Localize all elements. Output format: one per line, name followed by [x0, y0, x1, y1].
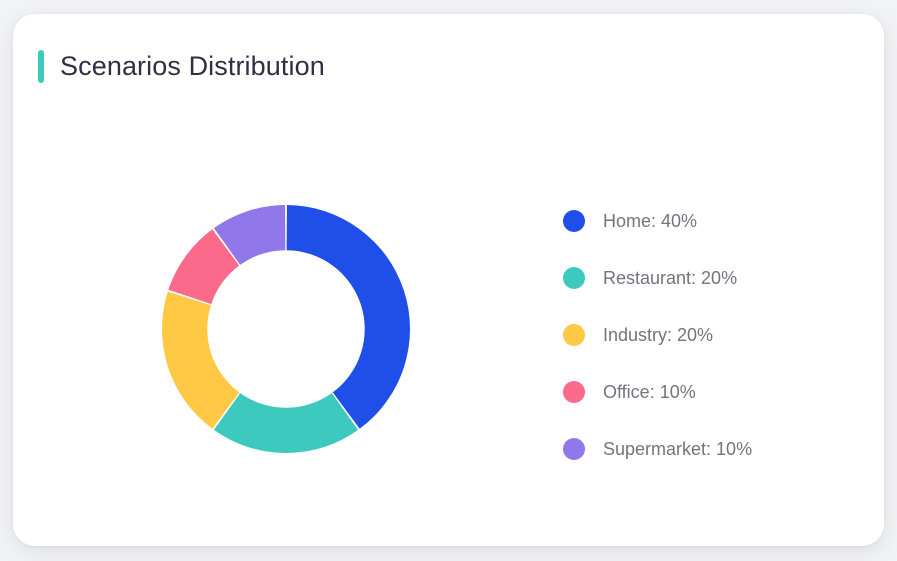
- legend-swatch-icon: [563, 380, 585, 403]
- donut-chart: Home: 40%Restaurant: 20%Industry: 20%Off…: [162, 205, 410, 453]
- donut-slice-group: Home: 40%Restaurant: 20%Industry: 20%Off…: [162, 205, 410, 453]
- page-title: Scenarios Distribution: [60, 51, 325, 81]
- donut-slice-home[interactable]: Home: 40%: [286, 205, 410, 429]
- legend-item-label: Restaurant: 20%: [603, 267, 738, 288]
- title-accent-bar: [38, 50, 44, 83]
- legend-item-office[interactable]: Office: 10%: [563, 363, 752, 420]
- legend-item-industry[interactable]: Industry: 20%: [563, 306, 752, 363]
- donut-slice-office[interactable]: Office: 10%: [168, 229, 240, 305]
- legend-item-label: Industry: 20%: [603, 324, 714, 345]
- donut-slice-industry[interactable]: Industry: 20%: [162, 291, 240, 429]
- legend-item-label: Supermarket: 10%: [603, 438, 753, 459]
- legend-swatch-icon: [563, 437, 585, 460]
- donut-slice-restaurant[interactable]: Restaurant: 20%: [213, 393, 359, 453]
- donut-slice-supermarket[interactable]: Supermarket: 10%: [213, 205, 286, 265]
- legend-item-label: Home: 40%: [603, 210, 698, 231]
- chart-body: Home: 40% Restaurant: 20% Industry: 20% Off…: [13, 132, 884, 532]
- donut-chart-svg: Home: 40%Restaurant: 20%Industry: 20%Off…: [162, 205, 410, 453]
- legend-item-label: Office: 10%: [603, 381, 696, 402]
- legend-item-home[interactable]: Home: 40%: [563, 192, 752, 249]
- legend-swatch-icon: [563, 209, 585, 232]
- chart-legend: Home: 40% Restaurant: 20% Industry: 20% Off…: [563, 192, 752, 477]
- legend-item-supermarket[interactable]: Supermarket: 10%: [563, 420, 752, 477]
- legend-swatch-icon: [563, 323, 585, 346]
- legend-swatch-icon: [563, 266, 585, 289]
- legend-item-restaurant[interactable]: Restaurant: 20%: [563, 249, 752, 306]
- scenarios-distribution-card: Scenarios Distribution Home: 40% Restaura…: [13, 14, 884, 546]
- card-header: Scenarios Distribution: [38, 50, 325, 83]
